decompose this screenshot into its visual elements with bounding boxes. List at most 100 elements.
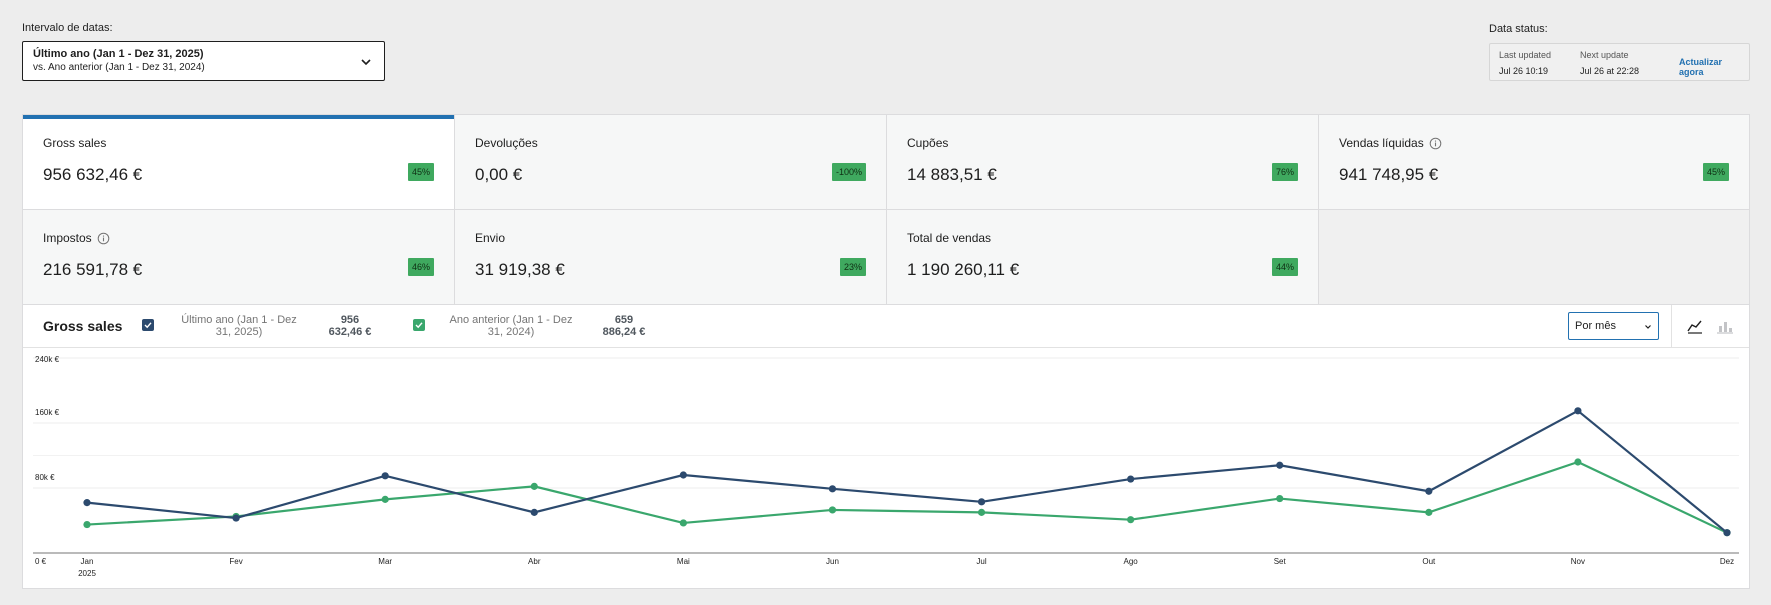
x-tick-label: Mar bbox=[378, 557, 392, 566]
y-tick-label: 80k € bbox=[35, 473, 55, 482]
line-chart-icon[interactable] bbox=[1686, 317, 1704, 335]
card-value: 14 883,51 € bbox=[907, 165, 997, 184]
delta-badge: 46% bbox=[407, 258, 434, 276]
x-year-label: 2025 bbox=[78, 569, 96, 578]
data-status-label: Data status: bbox=[1489, 23, 1548, 35]
refresh-now-link[interactable]: Actualizar agora bbox=[1679, 57, 1723, 77]
chevron-down-icon bbox=[1645, 325, 1651, 329]
data-point bbox=[1425, 487, 1433, 495]
x-tick-label: Out bbox=[1422, 557, 1436, 566]
delta-badge: 44% bbox=[1271, 258, 1298, 276]
card-value: 941 748,95 € bbox=[1339, 165, 1439, 184]
card-impostos[interactable]: Impostos 216 591,78 € 46% bbox=[23, 210, 455, 305]
card-value: 956 632,46 € bbox=[43, 165, 143, 184]
next-update-value: Jul 26 at 22:28 bbox=[1580, 66, 1640, 76]
delta-badge: 23% bbox=[839, 258, 866, 276]
card-label: Impostos bbox=[43, 231, 92, 245]
legend-label-current[interactable]: Último ano (Jan 1 - Dez 31, 2025) bbox=[181, 314, 297, 338]
legend-label-previous[interactable]: Ano anterior (Jan 1 - Dez 31, 2024) bbox=[449, 314, 573, 338]
card-label: Cupões bbox=[907, 136, 949, 150]
x-tick-label: Jul bbox=[976, 557, 986, 566]
series-line bbox=[86, 409, 1728, 534]
legend-checkbox-previous[interactable] bbox=[413, 319, 425, 331]
card-envio[interactable]: Envio 31 919,38 € 23% bbox=[455, 210, 887, 305]
data-point bbox=[977, 508, 986, 516]
y-tick-label: 240k € bbox=[35, 355, 60, 364]
x-tick-label: Jan bbox=[81, 557, 94, 566]
data-point bbox=[530, 482, 538, 490]
data-point bbox=[828, 485, 837, 493]
date-range-label: Intervalo de datas: bbox=[22, 22, 113, 34]
card-empty bbox=[1319, 210, 1749, 305]
data-point bbox=[232, 514, 240, 522]
x-tick-label: Fev bbox=[229, 557, 242, 566]
data-point bbox=[828, 506, 837, 514]
chart-header: Gross sales Último ano (Jan 1 - Dez 31, … bbox=[23, 305, 1749, 348]
date-range-primary: Último ano (Jan 1 - Dez 31, 2025) bbox=[33, 48, 204, 60]
card-value: 216 591,78 € bbox=[43, 260, 143, 279]
chart-title: Gross sales bbox=[43, 318, 123, 334]
date-range-select[interactable]: Último ano (Jan 1 - Dez 31, 2025) vs. An… bbox=[22, 41, 385, 81]
line-chart: 0 € 80k € 160k € 240k € Jan Fev Mar Abr Mai Jun Ju… bbox=[33, 355, 1739, 578]
card-label: Devoluções bbox=[475, 136, 538, 150]
data-status-box: Last updated Jul 26 10:19 Next update Ju… bbox=[1489, 43, 1750, 81]
data-point bbox=[679, 471, 687, 479]
data-point bbox=[1127, 516, 1135, 524]
data-point bbox=[679, 519, 687, 527]
data-point bbox=[1574, 407, 1582, 415]
data-point bbox=[530, 508, 538, 516]
data-point bbox=[381, 495, 389, 503]
data-point bbox=[1127, 475, 1135, 483]
legend-checkbox-current[interactable] bbox=[142, 319, 154, 331]
data-point bbox=[1276, 494, 1284, 503]
bar-chart-icon[interactable] bbox=[1716, 317, 1734, 335]
card-label: Gross sales bbox=[43, 136, 107, 150]
interval-select[interactable]: Por mês bbox=[1568, 312, 1659, 340]
last-updated-value: Jul 26 10:19 bbox=[1499, 66, 1549, 76]
card-label: Envio bbox=[475, 231, 506, 245]
card-label: Vendas líquidas bbox=[1339, 136, 1424, 150]
metric-cards: Gross sales 956 632,46 € 45% Devoluções … bbox=[22, 114, 1750, 305]
data-point bbox=[83, 499, 91, 507]
card-total-vendas[interactable]: Total de vendas 1 190 260,11 € 44% bbox=[887, 210, 1319, 305]
check-icon bbox=[144, 322, 152, 329]
series-line bbox=[86, 460, 1728, 534]
x-tick-label: Ago bbox=[1124, 557, 1139, 566]
interval-value: Por mês bbox=[1575, 320, 1616, 332]
delta-badge: -100% bbox=[831, 163, 866, 181]
info-icon[interactable] bbox=[1429, 137, 1442, 150]
card-value: 0,00 € bbox=[475, 165, 523, 184]
delta-badge: 45% bbox=[407, 163, 434, 181]
card-gross-sales[interactable]: Gross sales 956 632,46 € 45% bbox=[23, 115, 455, 210]
data-point bbox=[977, 498, 986, 506]
x-tick-label: Set bbox=[1274, 557, 1287, 566]
data-point bbox=[1276, 461, 1284, 469]
chart-panel: Gross sales Último ano (Jan 1 - Dez 31, … bbox=[22, 305, 1750, 589]
x-tick-label: Nov bbox=[1571, 557, 1585, 566]
delta-badge: 76% bbox=[1271, 163, 1298, 181]
x-tick-label: Jun bbox=[826, 557, 839, 566]
x-tick-label: Mai bbox=[677, 557, 690, 566]
card-value: 31 919,38 € bbox=[475, 260, 565, 279]
info-icon[interactable] bbox=[97, 232, 110, 245]
last-updated-label: Last updated bbox=[1499, 50, 1552, 60]
chevron-down-icon bbox=[361, 59, 371, 66]
data-point bbox=[1425, 508, 1433, 516]
delta-badge: 45% bbox=[1702, 163, 1729, 181]
next-update-label: Next update bbox=[1580, 50, 1629, 60]
date-range-secondary: vs. Ano anterior (Jan 1 - Dez 31, 2024) bbox=[33, 62, 205, 73]
data-point bbox=[83, 520, 91, 529]
card-cupoes[interactable]: Cupões 14 883,51 € 76% bbox=[887, 115, 1319, 210]
data-point bbox=[381, 472, 389, 480]
data-point bbox=[1574, 458, 1582, 466]
card-vendas-liquidas[interactable]: Vendas líquidas 941 748,95 € 45% bbox=[1319, 115, 1749, 210]
card-label: Total de vendas bbox=[907, 231, 992, 245]
legend-total-previous: 659 886,24 € bbox=[602, 314, 646, 338]
y-tick-label: 160k € bbox=[35, 408, 60, 417]
data-point bbox=[1723, 529, 1731, 537]
x-tick-label: Dez bbox=[1720, 557, 1734, 566]
x-tick-label: Abr bbox=[528, 557, 541, 566]
card-devolucoes[interactable]: Devoluções 0,00 € -100% bbox=[455, 115, 887, 210]
y-tick-label: 0 € bbox=[35, 557, 47, 566]
card-value: 1 190 260,11 € bbox=[907, 260, 1020, 279]
